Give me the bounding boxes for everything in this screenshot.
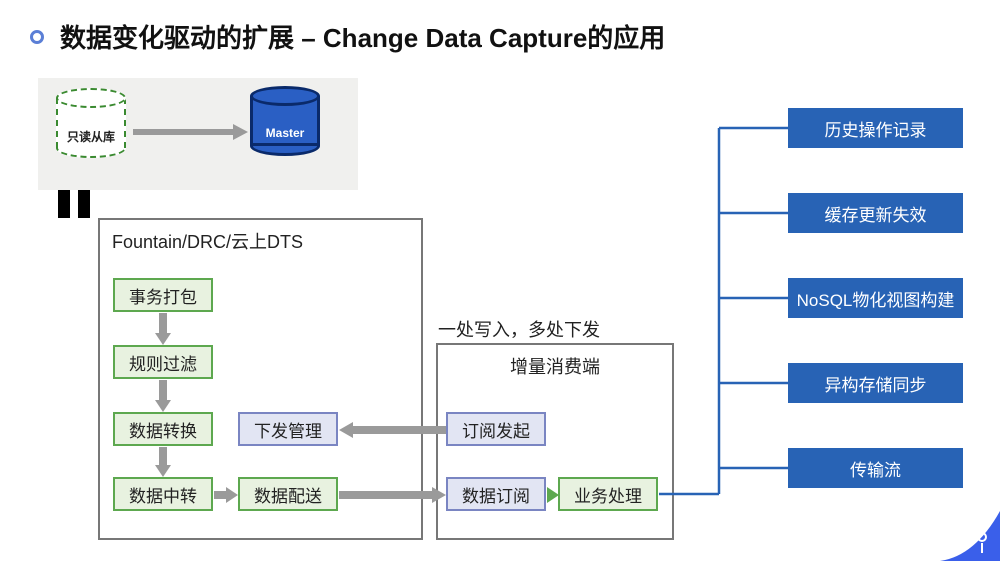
node-subscribe: 数据订阅 [446, 477, 546, 511]
output-history: 历史操作记录 [788, 108, 963, 148]
node-sub-init: 订阅发起 [446, 412, 546, 446]
connector-stub [58, 190, 70, 218]
output-stream: 传输流 [788, 448, 963, 488]
output-nosql: NoSQL物化视图构建 [788, 278, 963, 318]
node-dispatch-mgmt: 下发管理 [238, 412, 338, 446]
arrow-down-2 [153, 380, 173, 412]
node-relay: 数据中转 [113, 477, 213, 511]
output-hetero: 异构存储同步 [788, 363, 963, 403]
arrow-sub-process-icon [547, 487, 559, 503]
node-transform: 数据转换 [113, 412, 213, 446]
arrow-relay-dispatch [214, 486, 238, 504]
page-title: 数据变化驱动的扩展 – Change Data Capture的应用 [60, 18, 665, 55]
title-row: 数据变化驱动的扩展 – Change Data Capture的应用 [0, 0, 1000, 55]
output-cache: 缓存更新失效 [788, 193, 963, 233]
diagram-stage: 只读从库 Master Fountain/DRC/云上DTS 事务打包 规则过滤… [38, 78, 958, 548]
consumer-caption: 一处写入，多处下发 [438, 316, 600, 342]
node-pack: 事务打包 [113, 278, 213, 312]
arrow-down-3 [153, 447, 173, 477]
arrow-down-1 [153, 313, 173, 345]
corner-decoration-icon [940, 511, 1000, 561]
readonly-db-icon [56, 88, 126, 160]
fountain-title: Fountain/DRC/云上DTS [100, 220, 421, 262]
node-process: 业务处理 [558, 477, 658, 511]
consumer-title: 增量消费端 [438, 345, 672, 387]
master-db-label: Master [250, 126, 320, 140]
bullet-icon [30, 30, 44, 44]
fanout-connector [659, 108, 789, 508]
readonly-db-label: 只读从库 [56, 128, 126, 145]
node-filter: 规则过滤 [113, 345, 213, 379]
master-db-icon [250, 86, 320, 158]
arrow-subinit-mgmt [339, 421, 446, 439]
arrow-dispatch-subscribe [339, 486, 446, 504]
node-dispatch: 数据配送 [238, 477, 338, 511]
connector-stub [78, 190, 90, 218]
arrow-readonly-to-master [133, 122, 248, 142]
